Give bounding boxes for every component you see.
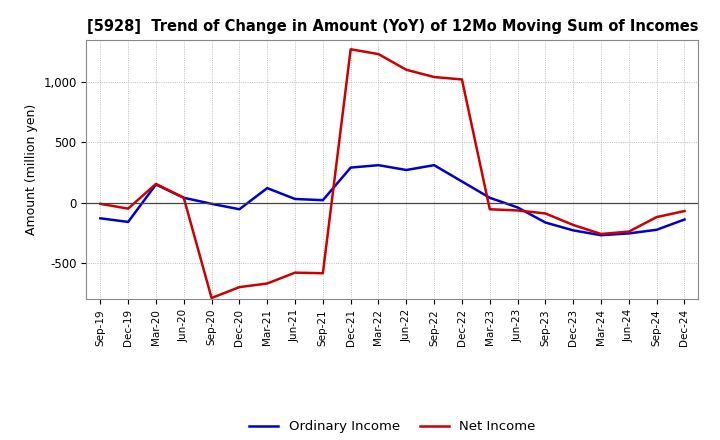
Ordinary Income [541,220,550,225]
Ordinary Income [96,216,104,221]
Ordinary Income [235,207,243,212]
Ordinary Income [569,228,577,233]
Net Income [291,270,300,275]
Ordinary Income [179,195,188,200]
Net Income [152,181,161,187]
Ordinary Income [680,217,689,222]
Net Income [402,67,410,73]
Line: Ordinary Income: Ordinary Income [100,165,685,235]
Y-axis label: Amount (million yen): Amount (million yen) [24,104,37,235]
Ordinary Income [207,201,216,206]
Ordinary Income [624,231,633,236]
Net Income [124,206,132,211]
Ordinary Income [430,162,438,168]
Legend: Ordinary Income, Net Income: Ordinary Income, Net Income [244,415,541,438]
Net Income [513,208,522,213]
Net Income [263,281,271,286]
Ordinary Income [346,165,355,170]
Ordinary Income [402,167,410,172]
Ordinary Income [374,162,383,168]
Net Income [541,211,550,216]
Net Income [235,285,243,290]
Ordinary Income [152,182,161,187]
Net Income [680,209,689,214]
Ordinary Income [263,186,271,191]
Net Income [597,231,606,237]
Net Income [485,207,494,212]
Ordinary Income [513,205,522,210]
Ordinary Income [291,196,300,202]
Net Income [624,229,633,234]
Line: Net Income: Net Income [100,49,685,298]
Net Income [179,195,188,200]
Ordinary Income [597,233,606,238]
Net Income [458,77,467,82]
Ordinary Income [652,227,661,232]
Net Income [569,222,577,227]
Title: [5928]  Trend of Change in Amount (YoY) of 12Mo Moving Sum of Incomes: [5928] Trend of Change in Amount (YoY) o… [86,19,698,34]
Net Income [346,47,355,52]
Ordinary Income [458,179,467,184]
Net Income [430,74,438,80]
Net Income [96,201,104,206]
Ordinary Income [485,195,494,200]
Net Income [318,271,327,276]
Net Income [652,214,661,220]
Net Income [374,51,383,57]
Net Income [207,295,216,301]
Ordinary Income [124,219,132,224]
Ordinary Income [318,198,327,203]
